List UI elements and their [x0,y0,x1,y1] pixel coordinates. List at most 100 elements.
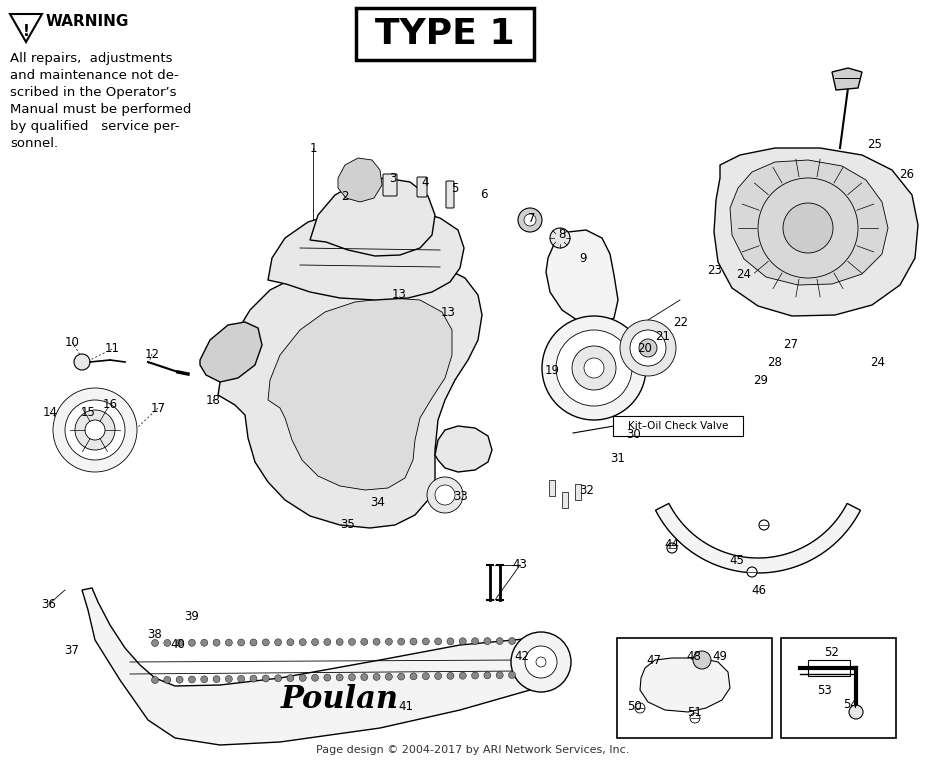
Text: 37: 37 [64,644,79,657]
Circle shape [287,674,294,682]
Circle shape [250,639,257,646]
Circle shape [275,639,281,646]
Circle shape [535,657,546,667]
Text: All repairs,  adjustments: All repairs, adjustments [10,52,173,65]
Text: 31: 31 [610,452,625,465]
Circle shape [225,639,232,646]
Circle shape [238,675,244,682]
Circle shape [434,485,454,505]
Text: WARNING: WARNING [46,14,129,29]
Circle shape [299,639,306,646]
Text: Poulan: Poulan [280,684,398,716]
Text: scribed in the Operator’s: scribed in the Operator’s [10,86,177,99]
Text: 52: 52 [824,645,838,658]
Text: 38: 38 [147,627,162,641]
Text: 47: 47 [646,654,661,667]
FancyBboxPatch shape [356,8,533,60]
Circle shape [483,672,490,679]
Text: 9: 9 [579,251,586,264]
Circle shape [336,638,343,645]
Text: 34: 34 [370,496,385,509]
Circle shape [373,674,379,680]
Circle shape [324,638,330,646]
Text: 13: 13 [391,287,406,300]
Circle shape [848,705,862,719]
Circle shape [75,410,115,450]
Text: 49: 49 [712,650,727,663]
Circle shape [508,637,515,644]
Text: Kit–Oil Check Valve: Kit–Oil Check Valve [627,421,728,431]
Text: 7: 7 [528,211,535,224]
Polygon shape [310,178,434,256]
Circle shape [348,638,355,645]
Circle shape [671,677,687,693]
Circle shape [758,520,768,530]
Text: 28: 28 [767,356,782,369]
Circle shape [410,673,416,680]
Circle shape [163,640,171,647]
FancyBboxPatch shape [382,174,396,196]
Text: and maintenance not de-: and maintenance not de- [10,69,178,82]
Circle shape [262,675,269,682]
Circle shape [571,346,615,390]
Bar [780,638,895,738]
Text: !: ! [23,24,29,38]
Text: 24: 24 [869,356,885,369]
Circle shape [666,543,676,553]
Text: Manual must be performed: Manual must be performed [10,103,192,116]
Circle shape [619,320,675,376]
Circle shape [638,339,656,357]
Text: TYPE 1: TYPE 1 [375,17,514,51]
Circle shape [212,676,220,683]
Bar [616,638,771,738]
Circle shape [634,703,645,713]
FancyBboxPatch shape [613,416,742,436]
Text: 39: 39 [184,610,199,623]
Text: 41: 41 [398,700,413,713]
Text: 10: 10 [64,336,79,349]
Circle shape [511,632,570,692]
Circle shape [517,208,542,232]
Text: 27: 27 [783,339,798,352]
Text: 44: 44 [664,538,679,551]
Circle shape [434,638,441,645]
Text: 51: 51 [687,706,701,719]
Polygon shape [10,14,42,42]
Text: 14: 14 [42,406,58,419]
Circle shape [176,640,183,647]
Circle shape [85,420,105,440]
Text: 19: 19 [544,365,559,378]
Circle shape [692,651,710,669]
Circle shape [225,676,232,683]
Text: 43: 43 [512,558,527,571]
Circle shape [385,638,392,645]
Circle shape [275,675,281,682]
Polygon shape [714,148,917,316]
Circle shape [783,203,832,253]
Text: 1: 1 [309,141,316,154]
Circle shape [299,674,306,681]
Circle shape [348,674,355,680]
Circle shape [508,671,515,678]
Circle shape [385,674,392,680]
Polygon shape [655,503,860,573]
Circle shape [53,388,137,472]
Circle shape [336,674,343,681]
Text: 5: 5 [451,181,458,194]
Circle shape [163,677,171,684]
Circle shape [689,713,700,723]
Text: 30: 30 [626,428,641,441]
Text: 46: 46 [750,584,766,597]
Text: 21: 21 [655,329,670,343]
Bar [562,492,567,508]
Circle shape [471,637,478,644]
Text: 33: 33 [453,491,468,504]
Circle shape [496,637,502,644]
Circle shape [410,638,416,645]
Polygon shape [268,208,464,300]
Circle shape [434,673,441,680]
Circle shape [200,639,208,646]
Polygon shape [639,658,729,712]
Text: 54: 54 [843,697,857,710]
Text: 45: 45 [729,554,744,568]
